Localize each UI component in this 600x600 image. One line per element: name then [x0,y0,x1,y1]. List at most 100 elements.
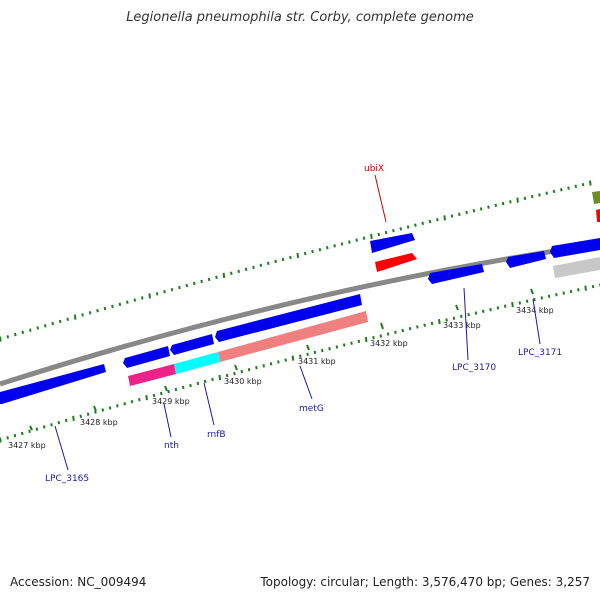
track-tick [140,296,144,300]
outer-tick-track [0,180,592,342]
track-tick [562,291,565,295]
track-tick [274,259,277,264]
gray-feature[interactable] [553,257,600,278]
track-tick [458,212,461,216]
gene-arrow-ubix-top[interactable] [370,233,415,253]
metg-feature[interactable] [218,311,368,362]
rnfb-feature[interactable] [174,352,220,374]
gene-arrow-rnfb-top[interactable] [170,334,214,355]
track-tick [384,230,388,235]
track-tick [318,247,322,252]
track-tick [6,335,10,339]
track-tick [392,229,395,233]
track-tick [252,265,255,270]
track-tick [230,271,233,276]
track-tick [303,251,307,256]
track-tick [116,404,119,408]
track-tick [325,246,329,250]
track-tick [296,252,300,259]
track-tick [57,420,61,425]
track-tick [333,244,336,248]
track-tick [581,182,585,187]
tick-label-3427: 3427 kbp [8,441,46,450]
track-tick [591,284,595,289]
gene-arrow-lpc3171[interactable] [506,251,546,268]
track-tick [511,301,514,308]
track-tick [64,418,68,423]
track-tick [181,385,185,390]
track-tick [13,433,17,438]
track-tick [523,196,527,201]
olive-feature[interactable] [592,191,600,204]
track-tick [73,314,77,320]
track-tick [203,379,207,384]
track-tick [218,374,222,381]
track-tick [394,330,397,335]
nth-feature[interactable] [128,364,176,386]
gene-arrow-lpc3170[interactable] [428,264,484,284]
track-tick [28,429,31,433]
track-tick [51,321,55,326]
track-tick [372,336,375,340]
track-tick [406,225,410,229]
genome-stats-text: Topology: circular; Length: 3,576,470 bp… [260,575,590,589]
label-leaders [54,174,541,471]
track-tick [489,307,492,312]
track-tick [88,311,92,315]
gene-label-lpc3171: LPC_3171 [518,348,562,358]
tick-label-3430: 3430 kbp [224,377,262,386]
ubix-feature[interactable] [375,253,417,272]
track-tick [207,277,211,282]
track-tick [525,299,529,303]
gene-arrow-lpc3165[interactable] [0,364,106,404]
track-tick [133,298,137,302]
track-tick [247,367,251,372]
track-tick [284,358,287,362]
reverse-strand-features [128,191,600,386]
gene-arrow-metg-top[interactable] [215,294,362,342]
track-tick [342,343,346,347]
track-tick [237,269,240,274]
track-tick [167,389,170,394]
track-tick [215,275,218,280]
track-tick [43,324,47,328]
tick-label-3431: 3431 kbp [298,357,336,366]
gene-arrow-right-blue[interactable] [550,238,600,258]
track-tick [569,289,573,294]
track-tick [443,215,446,221]
track-tick [130,399,134,404]
track-tick [155,292,159,296]
track-tick [496,306,500,310]
track-tick [28,328,32,332]
major-ticks [29,288,534,431]
track-tick [240,369,244,374]
track-tick [163,290,166,294]
track-tick [0,336,2,342]
track-tick [196,381,200,386]
track-tick [503,304,507,308]
track-tick [101,408,105,412]
track-tick [36,326,40,330]
track-tick [350,341,353,345]
track-tick [401,328,405,333]
track-tick [306,352,309,357]
track-tick [574,184,578,189]
gene-arrow-nth-top[interactable] [123,346,170,368]
track-tick [20,431,24,436]
track-tick [174,387,178,392]
track-tick [6,436,9,440]
red-edge-feature[interactable] [596,209,600,222]
track-tick [289,255,292,260]
track-tick [58,319,62,324]
track-tick [255,366,258,370]
track-tick [386,332,390,336]
track-tick [277,360,280,364]
track-tick [436,217,439,222]
track-tick [35,427,39,431]
track-tick [408,327,412,331]
track-tick [540,296,544,300]
track-tick [472,208,476,213]
track-tick [555,292,558,297]
track-tick [518,301,522,305]
track-tick [538,193,541,197]
